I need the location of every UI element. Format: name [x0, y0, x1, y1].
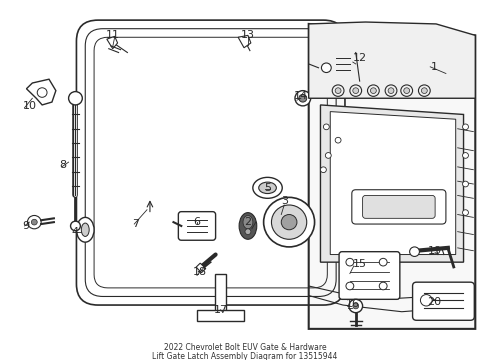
Polygon shape [309, 22, 475, 98]
FancyBboxPatch shape [363, 195, 435, 218]
Text: 6: 6 [193, 217, 200, 227]
FancyBboxPatch shape [178, 212, 216, 240]
Circle shape [281, 215, 297, 230]
Text: 18: 18 [193, 267, 207, 277]
Text: 2022 Chevrolet Bolt EUV Gate & Hardware: 2022 Chevrolet Bolt EUV Gate & Hardware [164, 343, 326, 352]
Text: 16: 16 [346, 299, 360, 309]
Polygon shape [26, 79, 56, 105]
Ellipse shape [76, 217, 94, 242]
Circle shape [295, 91, 311, 106]
Circle shape [325, 153, 331, 158]
Ellipse shape [259, 182, 276, 194]
Polygon shape [238, 35, 251, 48]
Ellipse shape [243, 216, 253, 229]
Text: 2: 2 [245, 217, 251, 227]
Circle shape [335, 88, 341, 94]
Text: 8: 8 [59, 160, 66, 170]
Circle shape [379, 258, 387, 266]
FancyBboxPatch shape [352, 190, 446, 224]
Text: 10: 10 [23, 101, 37, 111]
Circle shape [388, 88, 394, 94]
Circle shape [404, 88, 410, 94]
Text: 11: 11 [106, 30, 120, 40]
FancyBboxPatch shape [316, 50, 359, 86]
Circle shape [463, 153, 468, 158]
Circle shape [463, 181, 468, 187]
Circle shape [421, 88, 427, 94]
Circle shape [321, 63, 331, 72]
Circle shape [349, 299, 363, 313]
Bar [196, 263, 206, 273]
Ellipse shape [253, 177, 282, 198]
Circle shape [335, 137, 341, 143]
Text: 12: 12 [353, 53, 367, 63]
FancyBboxPatch shape [339, 252, 400, 299]
Circle shape [346, 258, 354, 266]
Circle shape [320, 167, 326, 172]
Circle shape [370, 88, 376, 94]
Circle shape [245, 229, 251, 234]
Text: 9: 9 [23, 221, 30, 231]
Text: 1: 1 [431, 62, 438, 72]
FancyBboxPatch shape [413, 282, 474, 320]
Bar [215, 274, 226, 314]
Text: 5: 5 [265, 183, 271, 193]
Text: 3: 3 [281, 196, 288, 206]
Circle shape [353, 88, 359, 94]
Circle shape [27, 216, 41, 229]
Polygon shape [320, 105, 464, 262]
Text: 15: 15 [353, 259, 367, 269]
Polygon shape [330, 112, 456, 255]
Text: Lift Gate Latch Assembly Diagram for 13515944: Lift Gate Latch Assembly Diagram for 135… [152, 352, 338, 360]
Text: 7: 7 [132, 219, 140, 229]
Text: 20: 20 [427, 297, 441, 307]
Circle shape [37, 88, 47, 97]
Circle shape [463, 210, 468, 216]
Text: 4: 4 [72, 227, 79, 237]
Circle shape [410, 247, 419, 256]
Circle shape [69, 91, 82, 105]
Bar [197, 310, 244, 321]
Circle shape [420, 294, 432, 306]
Circle shape [323, 124, 329, 130]
Polygon shape [107, 36, 118, 49]
Circle shape [264, 197, 315, 247]
Circle shape [31, 219, 37, 225]
Polygon shape [309, 24, 475, 329]
Circle shape [346, 282, 354, 290]
Circle shape [379, 282, 387, 290]
Text: 17: 17 [214, 305, 227, 315]
Text: 13: 13 [241, 30, 255, 40]
Circle shape [271, 205, 307, 239]
Text: 14: 14 [294, 91, 308, 102]
Text: 19: 19 [428, 246, 442, 256]
Circle shape [463, 124, 468, 130]
Ellipse shape [239, 213, 257, 239]
Ellipse shape [81, 223, 89, 237]
Circle shape [71, 221, 80, 231]
Circle shape [299, 94, 307, 102]
Circle shape [353, 303, 359, 309]
